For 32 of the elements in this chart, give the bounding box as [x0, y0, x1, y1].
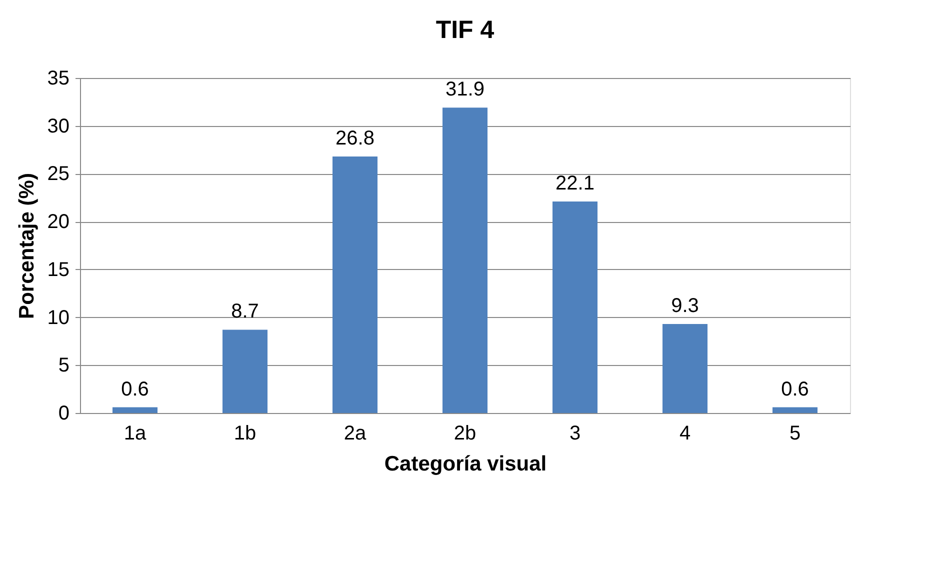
y-tick-label: 25: [47, 163, 70, 186]
bar: [442, 108, 488, 413]
data-label: 0.6: [121, 378, 149, 400]
chart-title: TIF 4: [436, 16, 494, 44]
bar: [552, 201, 598, 413]
y-tick-label: 0: [58, 402, 70, 424]
data-label: 9.3: [671, 294, 699, 317]
y-axis-title: Porcentaje (%): [15, 173, 38, 319]
x-tick-label: 4: [679, 422, 691, 444]
x-tick-label: 1a: [124, 422, 147, 444]
x-tick-label: 2b: [454, 422, 476, 444]
y-tick-label: 35: [47, 68, 70, 90]
data-label: 22.1: [556, 172, 594, 194]
x-axis-title: Categoría visual: [384, 452, 547, 476]
bar: [112, 407, 158, 413]
x-tick-label: 2a: [344, 422, 367, 444]
bar: [772, 407, 818, 413]
x-tick-label: 1b: [234, 422, 256, 444]
data-label: 26.8: [336, 127, 374, 150]
y-tick-label: 20: [47, 211, 70, 234]
bar: [222, 330, 268, 413]
bar: [332, 156, 378, 413]
x-tick-label: 5: [789, 422, 801, 444]
data-label: 0.6: [781, 378, 809, 400]
y-tick-label: 5: [58, 354, 70, 377]
bar: [662, 324, 708, 413]
y-tick-label: 30: [47, 115, 70, 138]
x-tick-label: 3: [569, 422, 581, 444]
data-label: 8.7: [231, 300, 259, 323]
y-tick-label: 10: [47, 306, 70, 329]
y-tick-label: 15: [47, 258, 70, 281]
data-label: 31.9: [446, 78, 484, 101]
